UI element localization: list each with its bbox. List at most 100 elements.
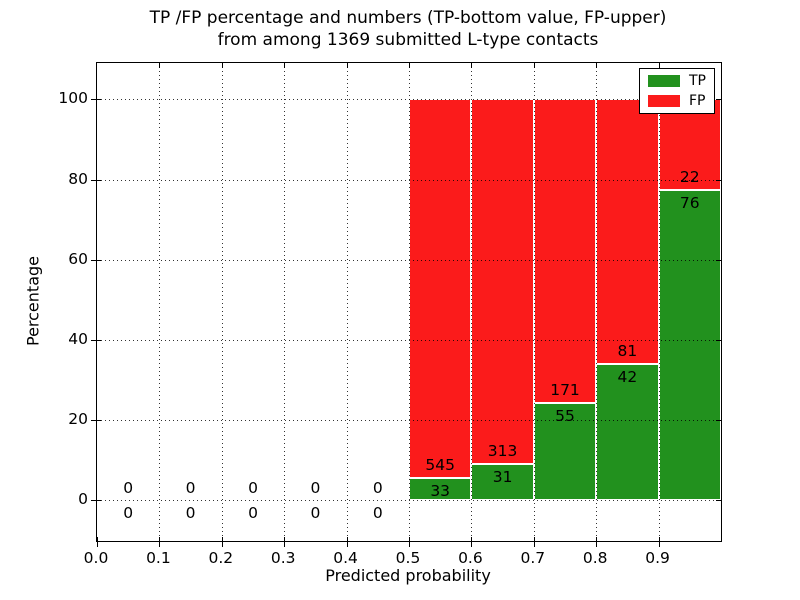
fp-bar-segment [658, 99, 721, 190]
chart-title-line1: TP /FP percentage and numbers (TP-bottom… [149, 8, 667, 28]
x-axis-top-tick [346, 63, 348, 68]
fp-count-label: 0 [248, 478, 258, 497]
tp-count-label: 0 [185, 504, 196, 523]
y-axis-right-tick [716, 259, 721, 261]
tp-count-label: 0 [372, 504, 383, 523]
y-axis-tick [91, 179, 101, 181]
fp-count-label: 81 [617, 341, 638, 360]
x-axis-tick [221, 537, 223, 547]
gridline-horizontal [97, 420, 721, 422]
x-axis-top-tick [159, 63, 161, 68]
y-tick-label: 80 [68, 169, 88, 188]
y-axis-right-tick [716, 179, 721, 181]
tp-count-label: 0 [310, 504, 321, 523]
tp-legend-label: TP [689, 73, 706, 89]
tp-legend-swatch-icon [648, 75, 680, 87]
x-tick-label: 0.2 [208, 549, 234, 567]
fp-count-label: 0 [372, 478, 383, 497]
x-axis-tick [284, 537, 286, 547]
chart-title: TP /FP percentage and numbers (TP-bottom… [96, 7, 720, 51]
tp-bar-segment [596, 363, 659, 501]
y-axis-tick [91, 99, 101, 101]
tp-count-label: 33 [430, 481, 451, 500]
x-axis-tick [533, 537, 535, 547]
x-axis-tick [596, 537, 598, 547]
tp-count-label: 31 [492, 468, 513, 487]
gridline-horizontal [97, 340, 721, 342]
x-axis-tick [97, 537, 98, 547]
x-axis-top-tick [596, 63, 598, 68]
x-axis-top-tick [658, 63, 660, 68]
fp-legend-swatch-icon [648, 95, 680, 107]
x-tick-label: 0.3 [270, 549, 296, 567]
y-axis-tick [91, 259, 101, 261]
x-axis-tick [471, 537, 473, 547]
x-tick-label: 0.8 [582, 549, 608, 567]
x-tick-label: 0.4 [333, 549, 358, 567]
plot-area: TP FP 0 0 0 0 0 0 0 0 0 0 545 33 313 31 171 55 81 42 22 76 [91, 62, 722, 547]
gridline-vertical [159, 63, 161, 541]
x-axis-top-tick [284, 63, 286, 68]
gridline-vertical [658, 63, 660, 541]
x-axis-top-tick [221, 63, 223, 68]
x-tick-label: 0.9 [645, 549, 670, 567]
gridline-vertical [221, 63, 223, 541]
y-axis-right-tick [716, 420, 721, 422]
fp-bar-segment [471, 99, 534, 465]
gridline-vertical [346, 63, 348, 541]
gridline-horizontal [97, 500, 721, 502]
tp-count-label: 42 [617, 367, 638, 386]
fp-count-label: 0 [310, 478, 321, 497]
y-axis-label: Percentage [23, 255, 43, 347]
tp-count-label: 0 [248, 504, 258, 523]
y-tick-label: 60 [68, 249, 88, 268]
fp-count-label: 171 [550, 380, 580, 399]
y-tick-label: 40 [68, 330, 88, 349]
fp-bar-segment [596, 99, 659, 364]
chart-title-line2: from among 1369 submitted L-type contact… [217, 30, 599, 50]
tp-bar-segment [471, 464, 534, 501]
x-tick-label: 0.1 [146, 549, 171, 567]
fp-count-label: 22 [679, 167, 700, 186]
x-axis-top-tick [409, 63, 410, 68]
x-tick-label: 0.0 [83, 549, 109, 567]
y-tick-label: 100 [58, 89, 88, 108]
y-axis-tick [91, 340, 101, 342]
fp-count-label: 313 [487, 442, 518, 461]
gridline-horizontal [97, 179, 721, 181]
x-axis-label: Predicted probability [325, 566, 491, 585]
gridline-vertical [409, 63, 410, 541]
tp-count-label: 0 [123, 504, 134, 523]
y-tick-label: 20 [68, 410, 88, 429]
y-axis-tick [91, 420, 101, 422]
legend: TP FP [639, 68, 715, 114]
x-axis-tick [346, 537, 348, 547]
x-axis-top-tick [471, 63, 473, 68]
tp-count-label: 76 [679, 193, 700, 212]
x-tick-label: 0.5 [395, 549, 421, 567]
gridline-horizontal [97, 99, 721, 101]
tp-bar-segment [658, 189, 721, 501]
gridline-vertical [596, 63, 598, 541]
fp-bar-segment [533, 99, 597, 403]
gridline-vertical [284, 63, 286, 541]
tp-bar-segment [533, 402, 597, 501]
x-axis-top-tick [533, 63, 535, 68]
fp-legend-label: FP [689, 93, 706, 109]
legend-row-fp: FP [648, 94, 706, 108]
y-tick-label: 0 [78, 490, 88, 509]
legend-row-tp: TP [648, 74, 706, 88]
y-axis-tick [91, 500, 101, 502]
x-axis-tick [409, 537, 410, 547]
gridline-horizontal [97, 259, 721, 261]
gridline-vertical [471, 63, 473, 541]
gridline-vertical [533, 63, 535, 541]
tp-count-label: 55 [555, 406, 575, 425]
fp-count-label: 0 [123, 478, 134, 497]
x-tick-label: 0.6 [458, 549, 483, 567]
x-axis-tick [159, 537, 161, 547]
y-axis-right-tick [716, 99, 721, 101]
x-tick-label: 0.7 [520, 549, 546, 567]
y-axis-right-tick [716, 340, 721, 342]
